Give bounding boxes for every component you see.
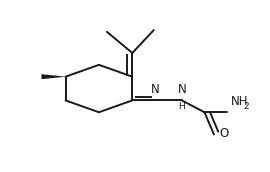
Text: N: N — [177, 83, 186, 96]
Text: N: N — [151, 83, 159, 96]
Text: 2: 2 — [244, 102, 249, 111]
Text: NH: NH — [230, 95, 248, 108]
Polygon shape — [42, 74, 66, 79]
Text: H: H — [178, 102, 185, 111]
Text: O: O — [220, 127, 229, 140]
